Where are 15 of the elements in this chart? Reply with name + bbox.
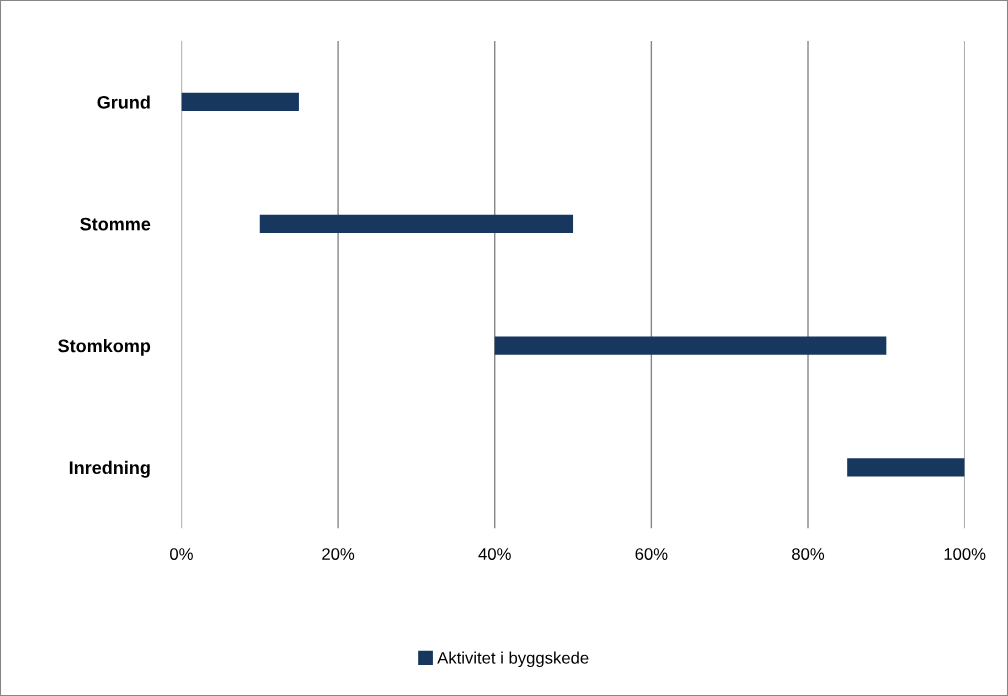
y-tick-label: Stomme — [80, 217, 151, 231]
bar — [847, 458, 965, 477]
y-tick-label: Inredning — [69, 460, 150, 478]
x-tick-label: 80% — [792, 548, 825, 560]
y-tick-label: Grund — [97, 95, 150, 109]
legend-label: Aktivitet i byggskede — [437, 651, 589, 668]
bar — [181, 92, 299, 112]
x-tick-label: 20% — [322, 548, 355, 560]
bar — [259, 214, 574, 233]
x-tick-label: 40% — [478, 548, 511, 560]
x-tick-label: 60% — [635, 548, 668, 560]
x-tick-label: 100% — [944, 548, 986, 560]
bar — [494, 336, 887, 355]
x-tick-label: 0% — [170, 548, 193, 560]
y-tick-label: Stomkomp — [58, 339, 151, 356]
